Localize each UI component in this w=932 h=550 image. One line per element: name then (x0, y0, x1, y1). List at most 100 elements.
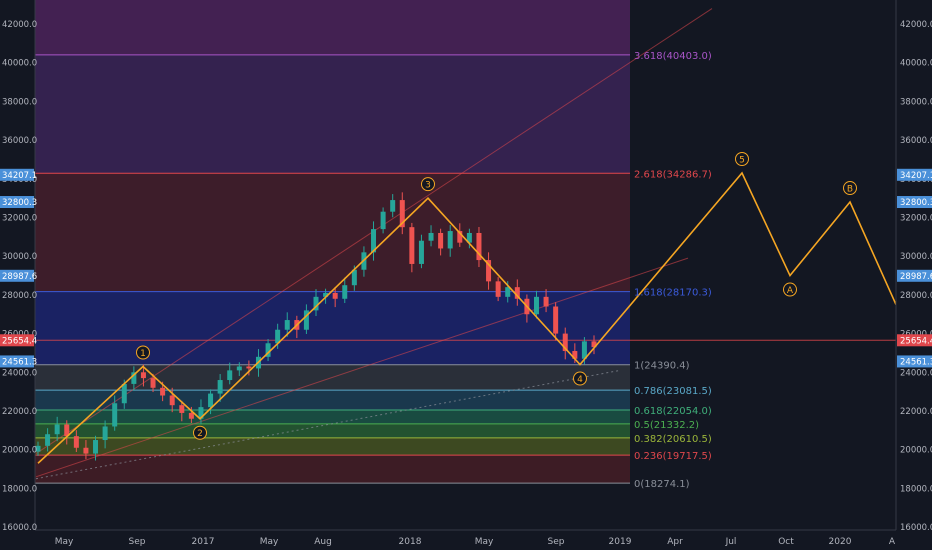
fib-zones (35, 0, 896, 484)
wave-label-circle (843, 181, 857, 196)
x-tick-label: A (889, 537, 896, 547)
price-badge-right (897, 355, 932, 368)
wave-label-circle (193, 425, 207, 440)
x-tick-label: 2018 (399, 537, 422, 547)
y-tick-label-left: 16000.0 (2, 523, 37, 533)
y-tick-label-right: 24000.0 (900, 368, 932, 378)
x-tick-label: May (55, 537, 74, 547)
candle-body (428, 232, 434, 241)
fib-zone (35, 390, 630, 410)
y-tick-label-right: 38000.0 (900, 97, 932, 107)
fib-level-label: 2.618(34286.7) (634, 169, 712, 180)
y-tick-label-left: 22000.0 (2, 407, 37, 417)
y-tick-label-right: 42000.0 (900, 20, 932, 30)
candle-body (323, 292, 329, 297)
candle-body (246, 366, 252, 369)
y-tick-label-right: 18000.0 (900, 484, 932, 494)
wave-label: 4 (577, 375, 583, 385)
y-tick-label-left: 32000.0 (2, 214, 37, 224)
candle-body (351, 269, 357, 286)
candle-body (495, 281, 501, 297)
price-badge-left (0, 196, 34, 209)
candle-body (591, 341, 597, 348)
fib-zone (35, 409, 630, 424)
elliott-wave: 1 2 3 4 5 A B (37, 151, 897, 464)
wave-label: 2 (197, 429, 203, 439)
y-tick-label-right: 28000.0 (900, 291, 932, 301)
price-badge-label-right: 24561.3 (900, 357, 932, 367)
fib-level-label: 0.5(21332.2) (634, 420, 699, 431)
candle-body (533, 296, 539, 315)
y-tick-label-left: 42000.0 (2, 20, 37, 30)
candle-body (131, 372, 137, 384)
x-tick-label: 2019 (609, 537, 632, 547)
candle-body (486, 260, 492, 282)
y-tick-label-left: 38000.0 (2, 97, 37, 107)
price-badge-label-right: 25654.4 (900, 336, 932, 346)
price-badge-label-right: 32800.3 (900, 198, 932, 208)
wave-label: 1 (140, 349, 146, 359)
candle-body (476, 232, 482, 261)
candle-body (160, 387, 166, 396)
candle-body (93, 440, 99, 454)
fib-zone (35, 455, 630, 484)
x-tick-label: Sep (129, 537, 146, 547)
candle-body (562, 333, 568, 352)
price-badge-label-right: 28987.6 (900, 272, 932, 282)
candle-body (208, 393, 214, 408)
candle-body (409, 227, 415, 264)
wave-label: 5 (739, 155, 745, 165)
fib-zone (35, 54, 630, 174)
candle-body (121, 383, 127, 404)
candle-body (112, 403, 118, 427)
x-tick-label: Jul (725, 537, 737, 547)
candle-body (102, 426, 108, 441)
fib-level-label: 1.618(28170.3) (634, 288, 712, 299)
candle-body (514, 287, 520, 299)
candle-body (73, 436, 79, 448)
fib-labels: 3.618(40403.0) 2.618(34286.7) 1.618(28170.… (634, 51, 712, 490)
y-tick-label-left: 24000.0 (2, 368, 37, 378)
price-badge-label-left: 32800.3 (2, 198, 37, 208)
fib-zone-top (35, 0, 630, 55)
y-tick-label-right: 36000.0 (900, 136, 932, 146)
wave-label-circle (735, 151, 749, 166)
candle-body (150, 378, 156, 388)
x-tick-label: May (475, 537, 494, 547)
wave-label-circle (421, 177, 435, 192)
candle-body (572, 351, 578, 359)
candle-body (390, 200, 396, 212)
y-tick-label-right: 16000.0 (900, 523, 932, 533)
x-tick-label: Sep (548, 537, 565, 547)
price-badge-left (0, 168, 34, 181)
candle-body (399, 200, 405, 228)
price-badge-label-left: 24561.3 (2, 357, 37, 367)
candle-body (466, 232, 472, 243)
price-badge-label-left: 28987.6 (2, 272, 37, 282)
wave-label-circle (136, 345, 150, 360)
fib-zone (35, 423, 630, 438)
candle-body (332, 292, 338, 299)
fib-level-label: 1(24390.4) (634, 361, 690, 372)
candle-body (543, 296, 549, 307)
candle-body (169, 395, 175, 406)
price-badge-label-left: 25654.4 (2, 336, 37, 346)
y-tick-label-left: 28000.0 (2, 291, 37, 301)
price-badge-right (897, 196, 932, 209)
candle-body (217, 380, 223, 394)
candle-body (188, 412, 194, 419)
candle-body (418, 240, 424, 264)
price-badge-left (0, 355, 34, 368)
fib-zone (35, 291, 630, 365)
price-badge-right (897, 168, 932, 181)
candle-body (198, 407, 204, 419)
dotted-trend-line (35, 369, 621, 480)
candle-body (64, 424, 70, 437)
y-tick-label-right: 20000.0 (900, 446, 932, 456)
fib-level-label: 0.382(20610.5) (634, 434, 712, 445)
x-tick-label: 2017 (192, 537, 215, 547)
y-tick-label-left: 40000.0 (2, 59, 37, 69)
candle-body (371, 229, 377, 253)
wave-label: A (787, 286, 794, 296)
